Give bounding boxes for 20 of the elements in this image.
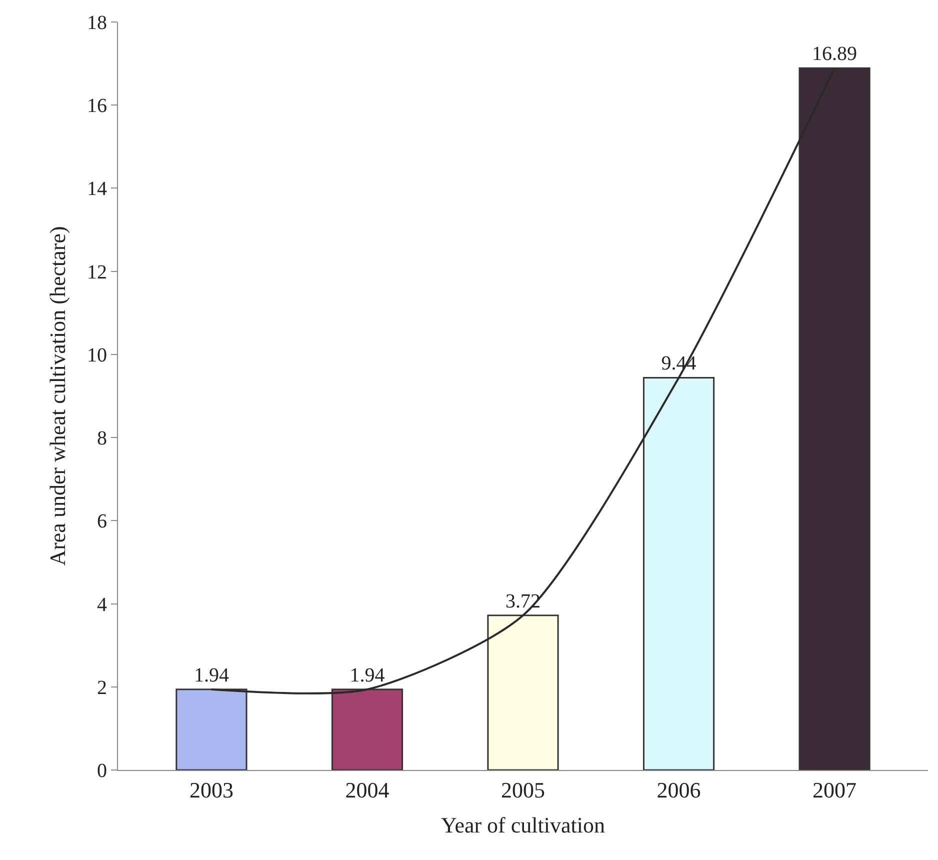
y-tick-label: 14 xyxy=(87,178,107,200)
y-tick-label: 4 xyxy=(97,594,107,616)
y-tick-label: 0 xyxy=(97,760,107,782)
y-axis-title: Area under wheat cultivation (hectare) xyxy=(44,226,70,566)
x-tick-label: 2004 xyxy=(345,777,390,802)
y-tick-label: 10 xyxy=(87,344,107,366)
y-tick-label: 16 xyxy=(87,95,107,118)
x-tick-label: 2007 xyxy=(812,777,857,802)
x-tick-label: 2003 xyxy=(189,777,234,802)
x-tick-label: 2005 xyxy=(501,777,545,802)
y-tick-label: 12 xyxy=(87,261,107,284)
x-tick-label: 2006 xyxy=(656,777,701,802)
y-tick-label: 8 xyxy=(97,428,107,450)
data-label: 16.89 xyxy=(812,43,858,66)
x-axis-title: Year of cultivation xyxy=(441,812,605,838)
data-label: 1.94 xyxy=(194,664,229,686)
y-tick-label: 2 xyxy=(97,676,107,699)
y-tick-label: 18 xyxy=(87,12,107,34)
y-tick-label: 6 xyxy=(97,510,107,533)
data-label: 1.94 xyxy=(350,664,385,686)
